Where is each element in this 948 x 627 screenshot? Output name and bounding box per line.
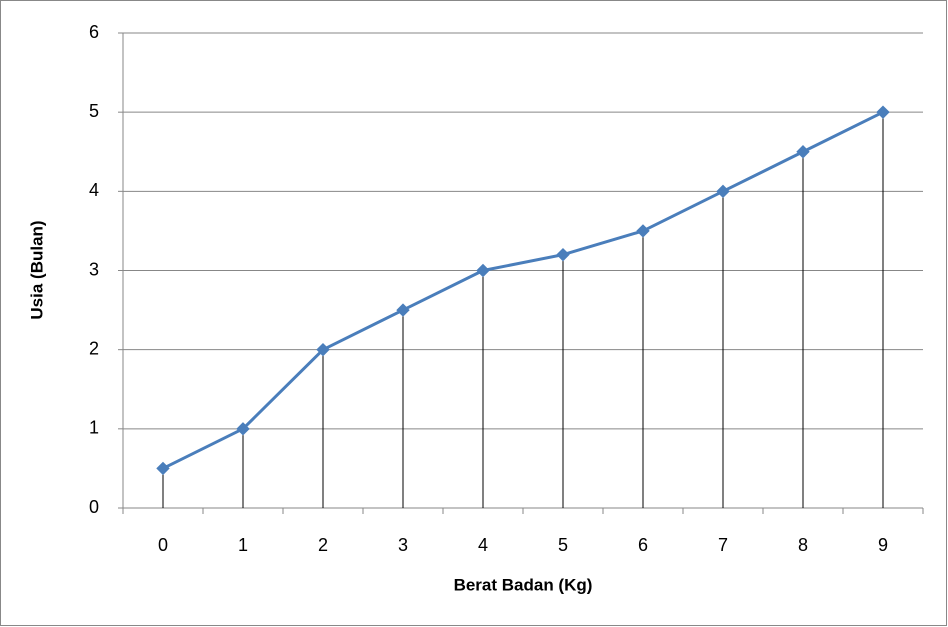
y-tick-label: 4 (89, 180, 99, 200)
x-tick-label: 6 (638, 535, 648, 555)
point-marker (716, 184, 730, 199)
x-tick-label: 2 (318, 535, 328, 555)
point-marker (236, 422, 250, 436)
point-marker (556, 247, 570, 262)
point-marker (316, 342, 330, 357)
series-line (162, 110, 884, 470)
point-marker (396, 303, 410, 317)
x-axis-title: Berat Badan (Kg) (454, 575, 593, 594)
x-tick-label: 9 (878, 535, 888, 555)
x-tick-label: 4 (478, 535, 488, 555)
x-tick-label: 1 (238, 535, 248, 555)
x-tick-label: 5 (558, 535, 568, 555)
y-axis-title: Usia (Bulan) (27, 220, 46, 319)
x-tick-label: 8 (798, 535, 808, 555)
x-tick-label: 0 (158, 535, 168, 555)
y-tick-label: 6 (89, 22, 99, 42)
y-tick-label: 5 (89, 101, 99, 121)
x-tick-label: 7 (718, 535, 728, 555)
x-tick-label: 3 (398, 535, 408, 555)
y-tick-label: 0 (89, 497, 99, 517)
y-tick-label: 1 (89, 418, 99, 438)
point-marker (476, 263, 490, 278)
point-marker (156, 461, 170, 476)
y-tick-label: 3 (89, 259, 99, 279)
point-marker (796, 145, 810, 159)
point-marker (636, 224, 650, 238)
y-tick-label: 2 (89, 338, 99, 358)
point-marker (876, 105, 890, 119)
